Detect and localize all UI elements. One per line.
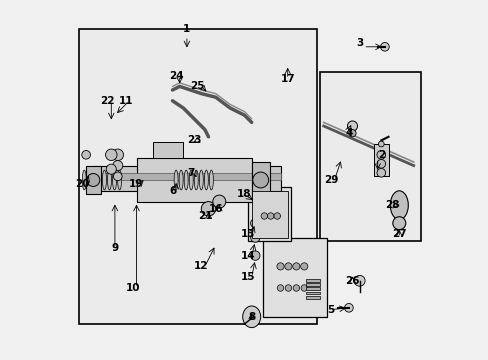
Circle shape (106, 164, 116, 174)
Circle shape (252, 172, 268, 188)
Bar (305, 287, 320, 290)
Circle shape (301, 285, 307, 291)
Bar (79, 29, 316, 324)
Bar (152, 142, 183, 158)
Bar (93, 173, 280, 180)
Circle shape (376, 150, 385, 159)
Text: 14: 14 (240, 251, 255, 261)
Ellipse shape (184, 170, 188, 190)
Text: 13: 13 (241, 229, 255, 239)
Circle shape (273, 213, 280, 219)
Circle shape (344, 303, 352, 312)
Ellipse shape (107, 170, 111, 190)
Text: 5: 5 (326, 305, 334, 315)
Bar (320, 72, 420, 241)
Text: 29: 29 (323, 175, 337, 185)
Ellipse shape (97, 170, 101, 190)
Ellipse shape (189, 170, 193, 190)
Circle shape (212, 195, 225, 208)
Bar (373, 144, 387, 176)
Text: 19: 19 (129, 179, 143, 189)
Ellipse shape (242, 306, 260, 328)
Text: 7: 7 (186, 168, 194, 178)
Ellipse shape (179, 170, 183, 190)
Circle shape (113, 161, 122, 171)
Circle shape (261, 213, 267, 219)
Circle shape (81, 150, 90, 159)
Circle shape (292, 285, 299, 291)
Bar (305, 279, 320, 282)
Ellipse shape (87, 170, 91, 190)
Circle shape (376, 168, 385, 177)
Circle shape (292, 263, 299, 270)
Circle shape (376, 159, 385, 168)
Ellipse shape (209, 170, 213, 190)
Text: 1: 1 (183, 24, 190, 34)
Ellipse shape (92, 170, 96, 190)
Bar (136, 158, 251, 202)
Circle shape (354, 275, 365, 286)
Circle shape (300, 263, 307, 270)
Ellipse shape (199, 170, 203, 190)
Circle shape (250, 233, 260, 242)
Circle shape (87, 174, 100, 186)
Bar (247, 187, 291, 241)
Circle shape (250, 251, 260, 260)
Text: 8: 8 (247, 312, 255, 322)
Circle shape (276, 263, 284, 270)
Ellipse shape (174, 170, 178, 190)
Circle shape (112, 149, 123, 161)
Ellipse shape (102, 170, 106, 190)
Text: 16: 16 (208, 204, 223, 214)
Bar (305, 296, 320, 299)
Text: 2: 2 (377, 150, 384, 160)
Circle shape (378, 141, 384, 147)
Text: 27: 27 (391, 229, 406, 239)
Circle shape (201, 202, 215, 216)
Text: 18: 18 (237, 189, 251, 199)
Text: 24: 24 (168, 71, 183, 81)
Circle shape (392, 217, 405, 230)
Circle shape (380, 42, 388, 51)
Ellipse shape (112, 170, 116, 190)
Text: 15: 15 (241, 272, 255, 282)
Bar (93, 166, 280, 191)
Bar (305, 283, 320, 286)
Text: 12: 12 (194, 261, 208, 271)
Text: 20: 20 (75, 179, 90, 189)
Ellipse shape (194, 170, 198, 190)
Text: 4: 4 (345, 128, 352, 138)
Text: 17: 17 (280, 74, 294, 84)
Text: 6: 6 (168, 186, 176, 196)
Text: 11: 11 (118, 96, 133, 106)
Bar (251, 162, 269, 198)
Circle shape (285, 285, 291, 291)
Circle shape (284, 263, 291, 270)
Circle shape (113, 172, 122, 181)
Circle shape (267, 213, 273, 219)
Ellipse shape (117, 170, 122, 190)
Text: 25: 25 (190, 81, 204, 91)
Circle shape (348, 130, 355, 137)
Circle shape (347, 121, 357, 131)
Bar (86, 166, 101, 194)
Ellipse shape (82, 170, 86, 190)
Text: 21: 21 (197, 211, 212, 221)
Text: 9: 9 (111, 243, 118, 253)
Text: 26: 26 (345, 276, 359, 286)
Ellipse shape (389, 191, 407, 220)
Circle shape (105, 149, 117, 161)
Text: 23: 23 (186, 135, 201, 145)
Bar (251, 191, 287, 238)
Circle shape (250, 219, 260, 228)
Bar (305, 292, 320, 294)
Bar (262, 238, 326, 317)
Circle shape (277, 285, 283, 291)
Text: 3: 3 (355, 38, 363, 48)
Text: 10: 10 (125, 283, 140, 293)
Ellipse shape (204, 170, 208, 190)
Text: 28: 28 (384, 200, 399, 210)
Text: 22: 22 (100, 96, 115, 106)
